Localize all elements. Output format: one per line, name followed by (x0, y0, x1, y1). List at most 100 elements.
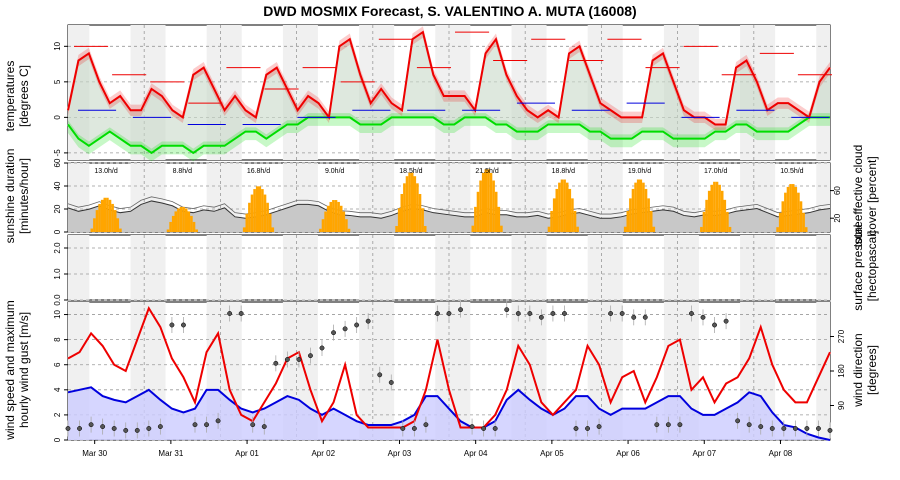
wind-gust-line (67, 305, 831, 429)
wind-direction-dot (746, 422, 752, 428)
pressure-ytick-label: 2.0 (53, 242, 62, 254)
night-band-pres (740, 235, 754, 300)
sunshine-bar (649, 210, 653, 232)
wind-direction-dot (261, 424, 267, 430)
sunshine-bar (245, 213, 249, 232)
sunshine-bar (797, 192, 800, 232)
night-band-wind (816, 302, 830, 440)
sunshine-daily-total: 9.0h/d (325, 168, 345, 175)
wind-direction-dot (100, 424, 106, 430)
sunshine-bar (95, 210, 99, 232)
sunshine-bar (571, 198, 574, 232)
sunshine-bar (781, 201, 785, 232)
dewpoint-uncertainty-band (68, 113, 830, 162)
sunshine-bar (408, 172, 411, 232)
sunshine-bar (174, 211, 178, 232)
x-tick-label: Apr 02 (311, 449, 335, 458)
sunshine-bar (644, 188, 648, 232)
temp-ylabel-line1: temperatures (3, 61, 17, 132)
temperature-panel (67, 26, 832, 162)
wind-direction-dot (550, 311, 556, 316)
sunshine-bar (171, 215, 175, 232)
wind-direction-dot (654, 422, 660, 428)
sunshine-bar (261, 189, 264, 232)
night-band-pres (68, 235, 90, 300)
sunshine-bar (573, 210, 577, 232)
sunshine-bar (789, 184, 792, 232)
sunshine-bar (268, 213, 272, 232)
pressure-y2label-1: surface pressure (851, 221, 865, 311)
temp-ytick-label: -5 (53, 149, 62, 157)
sunshine-bar (784, 192, 787, 232)
wind-direction-dot (296, 357, 302, 362)
wind-direction-dot (88, 422, 94, 428)
temp-ytick-label: 5 (53, 79, 62, 84)
wind-direction-dot (181, 322, 186, 328)
sunshine-bar (560, 179, 564, 232)
sunshine-bar (497, 206, 501, 232)
sunshine-bar (397, 208, 401, 232)
x-tick-label: Apr 05 (540, 449, 564, 458)
night-band-pres (206, 235, 221, 300)
sunshine-bar (329, 201, 333, 232)
sunshine-bar (403, 183, 406, 232)
sunshine-bar (547, 226, 551, 232)
sunshine-bar (108, 199, 112, 232)
sunshine-bar (707, 190, 711, 232)
sunshine-bar (776, 227, 779, 232)
wind-direction-dot (377, 372, 383, 378)
night-band-sun (449, 163, 471, 232)
sunshine-bar (169, 221, 172, 232)
winddir-y2-tick-label: 180 (837, 364, 846, 378)
sunshine-bar (339, 205, 343, 232)
sunshine-daily-total: 17.0h/d (704, 168, 727, 175)
wind-direction-dot (619, 311, 625, 316)
wind-direction-dot (562, 311, 567, 316)
temp-ylabel: temperatures (3, 61, 17, 132)
sunshine-bar (113, 210, 117, 232)
sunshine-bar (190, 215, 193, 232)
night-band-pres (296, 235, 318, 300)
sunshine-bar (177, 208, 180, 232)
night-band-sun (372, 163, 395, 232)
temp-ytick-label: 10 (53, 41, 62, 50)
cloud-y2-tick-label: 20 (833, 213, 842, 222)
sunshine-daily-total: 13.0h/d (94, 168, 117, 175)
wind-ylabel-1: wind speed and maximum (3, 300, 17, 440)
wind-direction-dot (111, 426, 117, 431)
sunshine-daily-total: 19.0h/d (628, 168, 651, 175)
x-tick-label: Apr 03 (388, 449, 412, 458)
sunshine-bar (405, 176, 409, 232)
wind-direction-dot (157, 424, 163, 430)
sunshine-bar (98, 203, 101, 232)
sunshine-bar (794, 186, 798, 232)
sun-ytick-label: 0 (53, 229, 62, 234)
sunshine-bar (728, 226, 732, 232)
x-tick-label: Mar 30 (82, 449, 107, 458)
wind-speed-area (68, 387, 830, 440)
wind-direction-dot (642, 314, 648, 320)
night-band-wind (372, 302, 395, 440)
night-band-temp (296, 25, 318, 160)
sunshine-bar (334, 200, 338, 232)
wind-direction-dot (608, 311, 614, 316)
wind-direction-dot (804, 426, 810, 431)
night-band-pres (587, 235, 602, 300)
wind-ytick-label: 8 (53, 337, 62, 342)
sunshine-bar (90, 228, 94, 232)
night-band-pres (601, 235, 623, 300)
sunshine-bar (347, 228, 351, 232)
sunshine-bar (421, 208, 424, 232)
sunshine-bar (481, 172, 485, 232)
sunshine-bar (487, 169, 490, 232)
sunshine-bar (642, 182, 645, 232)
wind-direction-dot (515, 311, 521, 316)
wind-direction-dot (758, 424, 764, 430)
wind-direction-dot (792, 426, 798, 431)
sunshine-bar (337, 201, 340, 232)
wind-direction-dot (146, 426, 152, 431)
night-band-temp (449, 25, 471, 160)
night-band-pres (144, 235, 166, 300)
sunshine-daily-total: 18.8h/d (552, 168, 575, 175)
night-band-sun (359, 163, 373, 232)
